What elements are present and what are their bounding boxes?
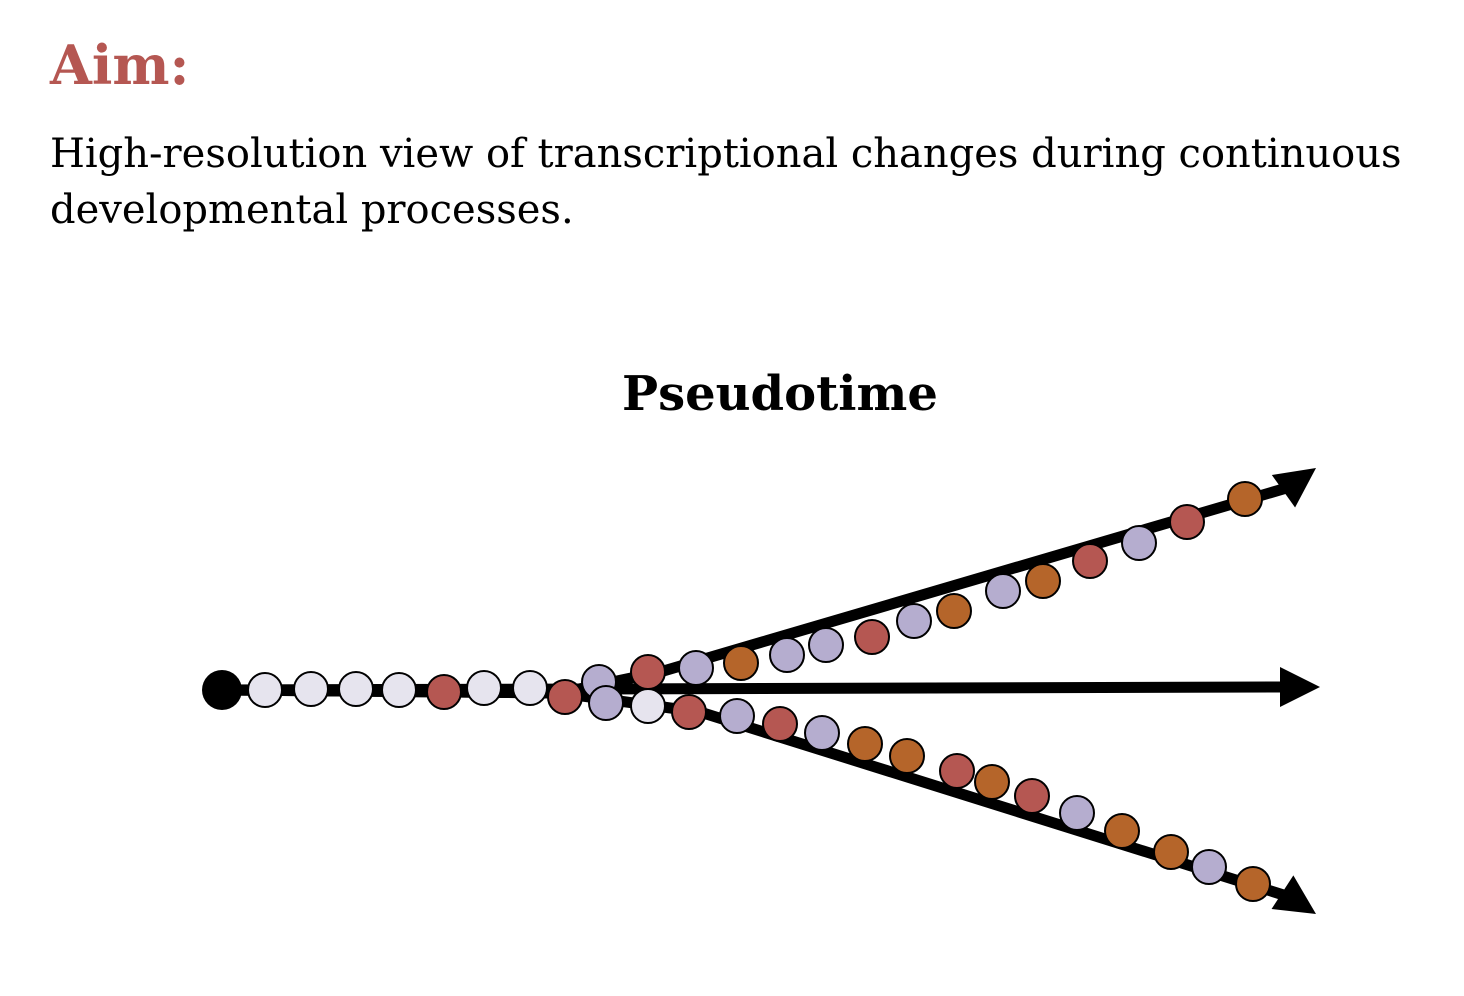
- pseudotime-title: Pseudotime: [622, 366, 938, 422]
- upper-branch-arrowhead: [1271, 468, 1316, 508]
- upper-branch-cell: [808, 627, 844, 663]
- upper-branch-cell: [630, 654, 666, 690]
- upper-branch-cell: [769, 637, 805, 673]
- lower-branch-cell: [1059, 795, 1095, 831]
- upper-branch-cell: [1072, 543, 1108, 579]
- lower-branch-cell: [1104, 813, 1140, 849]
- upper-branch-cell: [1025, 563, 1061, 599]
- lower-branch-cell: [1191, 849, 1227, 885]
- root-node: [202, 670, 242, 710]
- upper-branch-cell: [1121, 525, 1157, 561]
- lower-branch-arrowhead: [1271, 875, 1316, 914]
- lower-branch-line: [216, 684, 1296, 903]
- lower-branch-cell: [671, 694, 707, 730]
- aim-heading: Aim:: [50, 33, 190, 97]
- lower-branch-cell: [588, 685, 624, 721]
- lower-branch-cell: [939, 753, 975, 789]
- upper-branch-cell: [678, 650, 714, 686]
- middle-branch-arrowhead: [1280, 667, 1320, 707]
- lower-branch-cell: [974, 764, 1010, 800]
- lower-branch-cell: [1235, 866, 1271, 902]
- lower-branch-cell: [889, 738, 925, 774]
- stem-cell: [247, 672, 283, 708]
- upper-branch-cell: [896, 603, 932, 639]
- upper-branch-cell: [936, 593, 972, 629]
- lower-branch-cell: [847, 726, 883, 762]
- stem-cell: [512, 670, 548, 706]
- stem-cell: [338, 671, 374, 707]
- stem-cell: [466, 670, 502, 706]
- stem-cell: [381, 672, 417, 708]
- lower-branch-cell: [762, 706, 798, 742]
- upper-branch-cell: [723, 645, 759, 681]
- upper-branch-cell: [1227, 481, 1263, 517]
- upper-branch-cell: [854, 619, 890, 655]
- upper-branch-cell: [1169, 504, 1205, 540]
- lower-branch-cell: [630, 688, 666, 724]
- lower-branch-cell: [804, 715, 840, 751]
- lower-branch-cell: [1014, 778, 1050, 814]
- stem-cell: [426, 674, 462, 710]
- stem-cell: [547, 679, 583, 715]
- lower-branch-cell: [1153, 834, 1189, 870]
- stem-cell: [293, 671, 329, 707]
- upper-branch-cell: [985, 573, 1021, 609]
- lower-branch-cell: [719, 698, 755, 734]
- aim-description: High-resolution view of transcriptional …: [50, 131, 1402, 233]
